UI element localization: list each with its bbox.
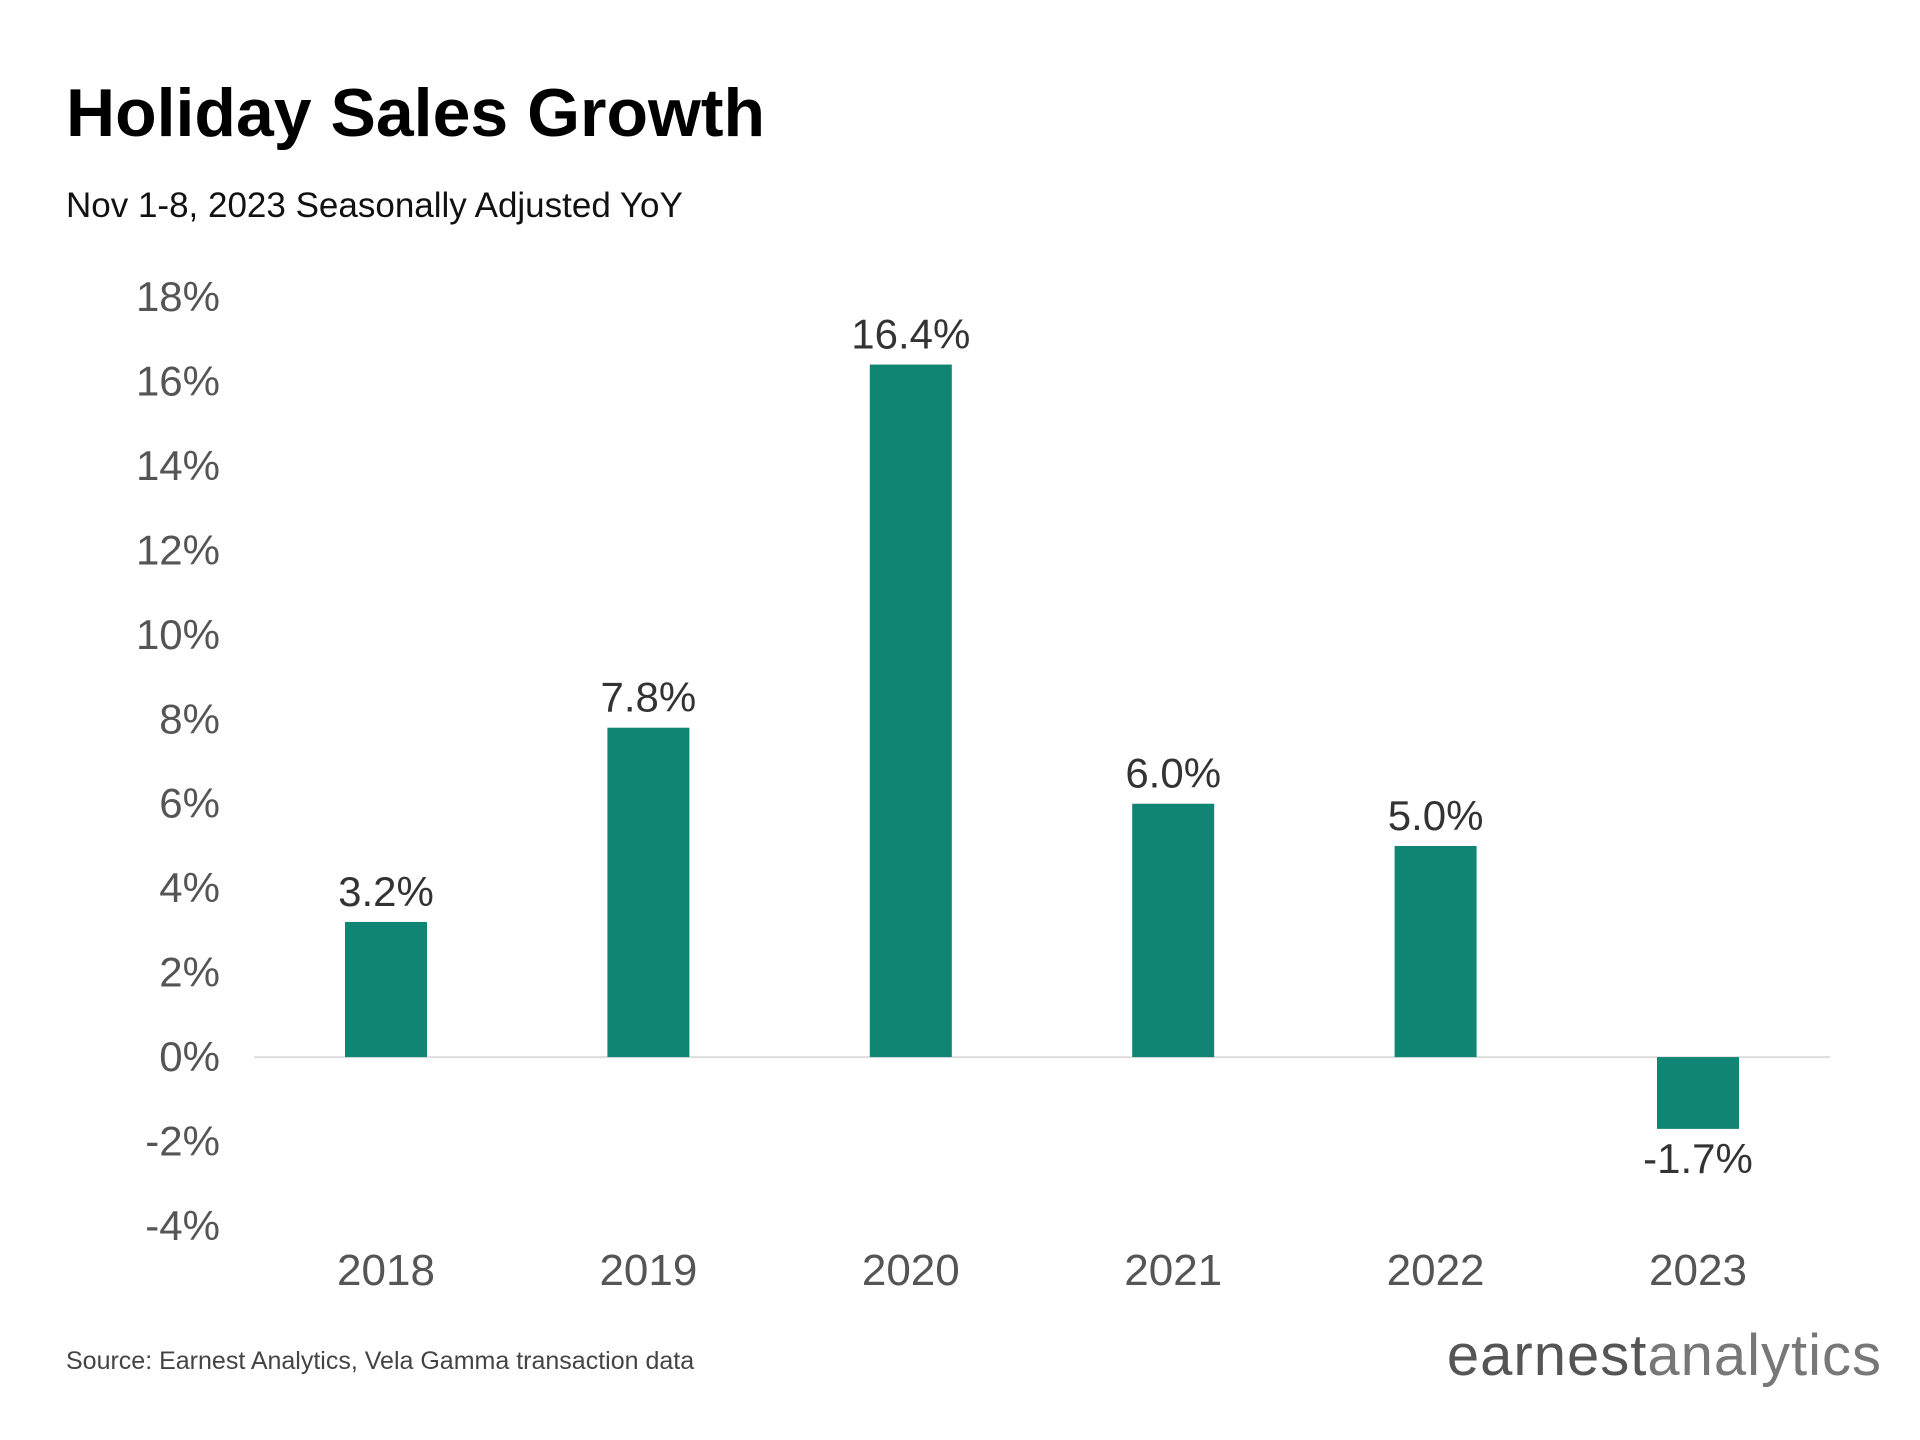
chart-title: Holiday Sales Growth (66, 75, 766, 151)
bar (607, 727, 690, 1058)
bar (1132, 803, 1215, 1058)
x-axis-ticks: 2018 2019 2020 2021 2022 2023 (337, 1246, 1747, 1295)
data-label: 3.2% (338, 868, 434, 915)
x-tick-label: 2018 (337, 1246, 435, 1295)
y-tick-label: 2% (159, 949, 220, 996)
x-tick-label: 2019 (599, 1246, 697, 1295)
brand-logo: earnestanalytics (1447, 1322, 1882, 1389)
x-tick-label: 2023 (1649, 1246, 1747, 1295)
bars-group (345, 364, 1739, 1129)
y-tick-label: 18% (136, 273, 220, 320)
data-label: 6.0% (1125, 750, 1221, 797)
data-label: 16.4% (851, 311, 970, 358)
bar (345, 921, 427, 1058)
logo-part-1: earnest (1446, 1323, 1648, 1388)
chart-subtitle: Nov 1-8, 2023 Seasonally Adjusted YoY (66, 186, 683, 225)
data-label: 5.0% (1388, 792, 1484, 839)
y-tick-label: 16% (136, 357, 220, 404)
source-note: Source: Earnest Analytics, Vela Gamma tr… (66, 1347, 695, 1375)
y-tick-label: 10% (136, 611, 220, 658)
bar (1394, 845, 1477, 1058)
data-label: -1.7% (1643, 1135, 1753, 1182)
bar (869, 364, 952, 1058)
y-tick-label: 12% (136, 526, 220, 573)
x-tick-label: 2022 (1387, 1246, 1485, 1295)
x-tick-label: 2020 (862, 1246, 960, 1295)
bar (1657, 1057, 1739, 1129)
y-tick-label: 14% (136, 442, 220, 489)
y-tick-label: 8% (159, 695, 220, 742)
data-label: 7.8% (601, 674, 697, 721)
y-tick-label: -2% (145, 1118, 220, 1165)
logo-part-2: analytics (1647, 1323, 1882, 1388)
y-tick-label: -4% (145, 1202, 220, 1249)
x-tick-label: 2021 (1124, 1246, 1222, 1295)
y-axis-ticks: 18% 16% 14% 12% 10% 8% 6% 4% 2% 0% -2% -4% (136, 273, 220, 1249)
y-tick-label: 4% (159, 864, 220, 911)
y-tick-label: 0% (159, 1033, 220, 1080)
y-tick-label: 6% (159, 780, 220, 827)
data-labels-group: 3.2% 7.8% 16.4% 6.0% 5.0% -1.7% (338, 311, 1753, 1182)
